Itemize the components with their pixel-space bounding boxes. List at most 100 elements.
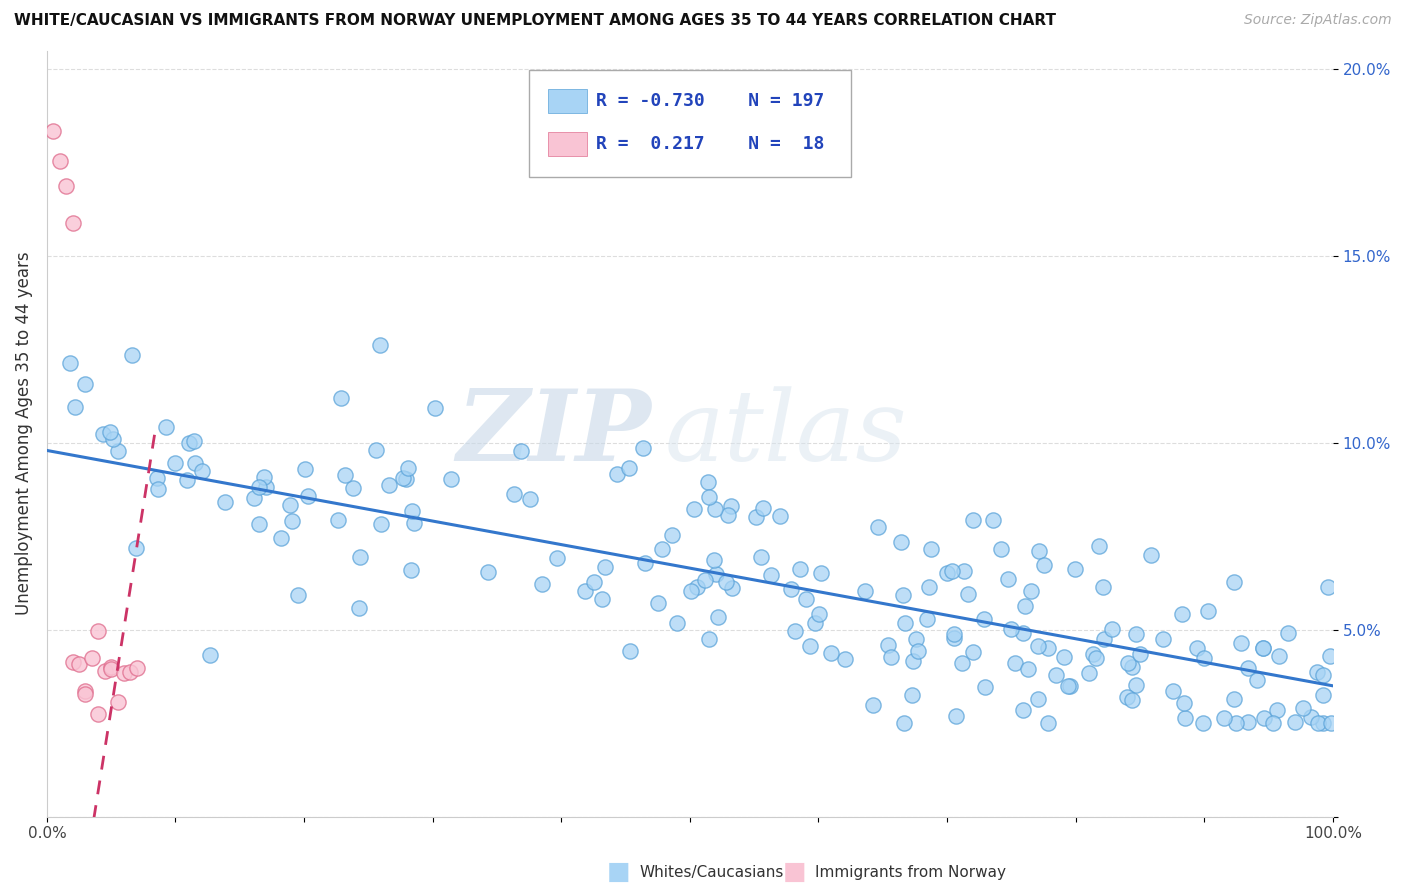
Point xyxy=(868,520,890,534)
Point xyxy=(952,564,974,578)
Point xyxy=(62,216,84,230)
Point xyxy=(73,377,96,392)
Point xyxy=(695,573,717,587)
Point xyxy=(1268,648,1291,663)
Point xyxy=(146,471,169,485)
Point xyxy=(1230,636,1253,650)
Point xyxy=(42,123,65,137)
Point xyxy=(48,154,70,169)
Point xyxy=(1170,607,1192,622)
Text: ZIP: ZIP xyxy=(457,385,651,482)
Point xyxy=(1028,692,1050,706)
Point xyxy=(807,607,830,621)
Point xyxy=(591,592,613,607)
Point xyxy=(1174,711,1197,725)
Point xyxy=(370,516,392,531)
Point xyxy=(893,716,915,731)
Point xyxy=(184,456,207,470)
Point xyxy=(125,541,148,555)
Point xyxy=(242,491,264,506)
Point xyxy=(956,587,979,601)
Point xyxy=(1139,548,1161,562)
Point xyxy=(125,661,148,675)
Point xyxy=(962,513,984,527)
Point xyxy=(270,531,292,545)
Point xyxy=(200,648,222,663)
Point xyxy=(1306,716,1329,731)
Point xyxy=(744,509,766,524)
Point xyxy=(905,632,928,646)
Point xyxy=(1101,622,1123,636)
Point xyxy=(530,577,553,591)
Point xyxy=(880,649,903,664)
Point xyxy=(294,461,316,475)
Point xyxy=(810,566,832,580)
Point xyxy=(401,504,423,518)
Point xyxy=(1292,701,1315,715)
Point xyxy=(1012,703,1035,717)
Point xyxy=(477,565,499,579)
Point xyxy=(990,541,1012,556)
Point xyxy=(794,592,817,607)
Point xyxy=(1312,688,1334,702)
Point xyxy=(55,179,77,194)
Point xyxy=(890,534,912,549)
Point xyxy=(67,657,90,672)
Point xyxy=(997,573,1019,587)
Point xyxy=(1081,647,1104,661)
Point xyxy=(1084,651,1107,665)
Point xyxy=(1222,691,1244,706)
Point xyxy=(761,567,783,582)
Point xyxy=(769,509,792,524)
Point xyxy=(1121,692,1143,706)
Point xyxy=(519,492,541,507)
Point xyxy=(1036,641,1059,656)
Point xyxy=(683,502,706,516)
Point xyxy=(546,550,568,565)
Point xyxy=(329,392,352,406)
Point xyxy=(717,508,740,522)
Point xyxy=(935,566,957,580)
Point xyxy=(347,600,370,615)
Point xyxy=(789,562,811,576)
Point xyxy=(920,542,942,557)
Point xyxy=(1299,710,1322,724)
Point xyxy=(593,560,616,574)
Point xyxy=(1251,640,1274,655)
Point xyxy=(146,482,169,496)
Point xyxy=(100,660,122,674)
Point xyxy=(1019,584,1042,599)
Point xyxy=(1197,604,1219,618)
Point xyxy=(177,436,200,450)
Point xyxy=(112,665,135,680)
Point xyxy=(804,615,827,630)
Point xyxy=(703,502,725,516)
Point xyxy=(720,499,742,513)
Point xyxy=(1036,716,1059,731)
Point xyxy=(342,481,364,495)
Point xyxy=(1129,647,1152,661)
Point xyxy=(651,542,673,557)
Point xyxy=(349,549,371,564)
Point xyxy=(253,469,276,483)
Point xyxy=(254,480,277,494)
Point xyxy=(75,683,97,698)
Point xyxy=(155,420,177,434)
Point xyxy=(1212,711,1234,725)
Point xyxy=(59,356,82,370)
Point xyxy=(1125,678,1147,692)
Point xyxy=(582,575,605,590)
Point xyxy=(1045,667,1067,681)
Point xyxy=(1017,662,1039,676)
Point xyxy=(697,475,720,490)
Point xyxy=(707,610,730,624)
Point xyxy=(1121,659,1143,673)
Point xyxy=(399,563,422,577)
Point xyxy=(1092,632,1115,647)
Point xyxy=(287,588,309,602)
Point xyxy=(574,583,596,598)
Point xyxy=(1052,650,1074,665)
Point xyxy=(1192,716,1215,731)
Text: ■: ■ xyxy=(607,861,630,884)
Point xyxy=(101,432,124,446)
